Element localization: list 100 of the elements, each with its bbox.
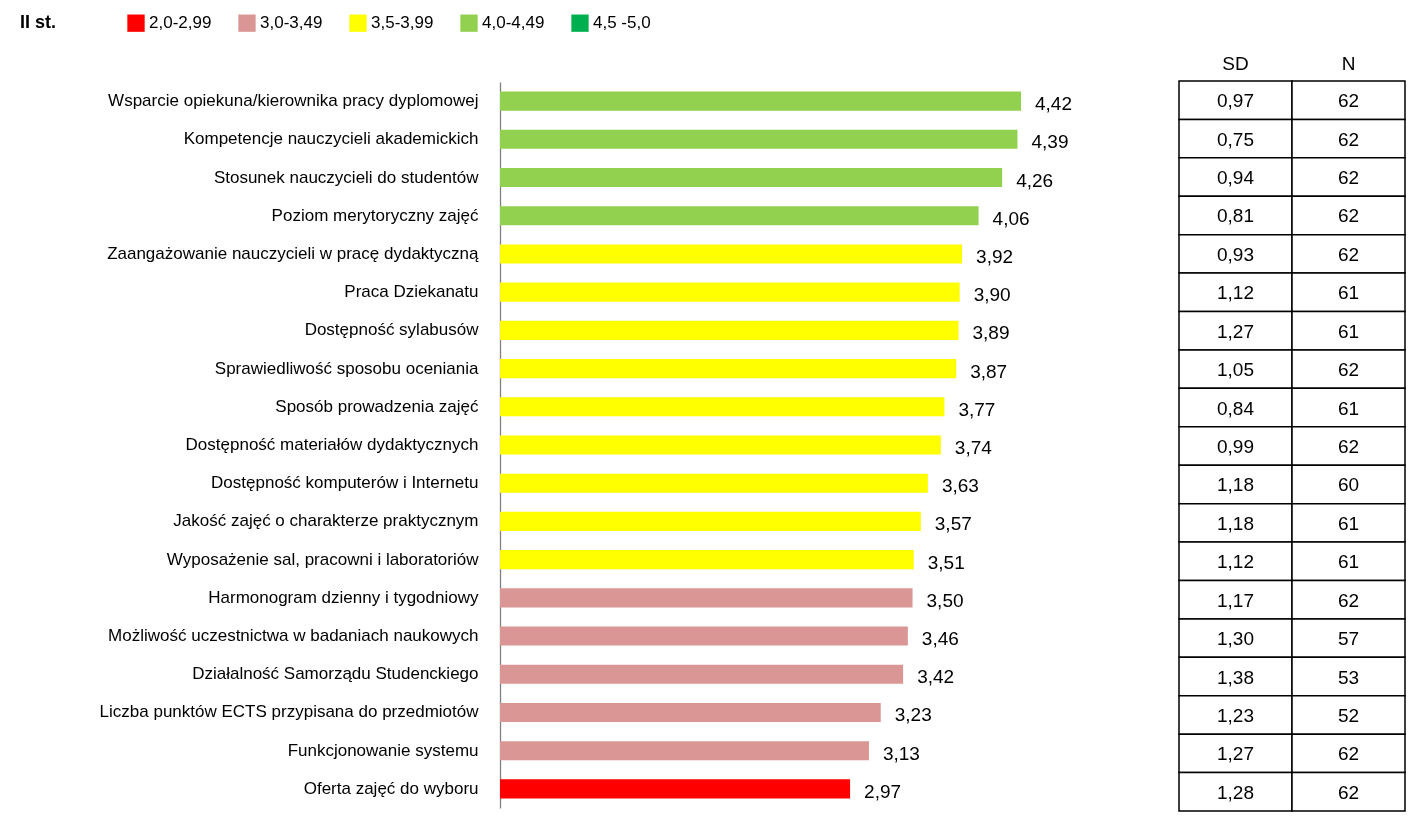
y-tick-label: Zaangażowanie nauczycieli w pracę dydaktyczną: [107, 243, 480, 263]
data-label: 0,99: [1217, 436, 1254, 457]
data-label: 4,42: [1035, 93, 1072, 115]
data-label: 0,81: [1217, 205, 1254, 227]
data-label: 1,12: [1217, 551, 1254, 573]
data-label: 1,23: [1217, 704, 1254, 726]
data-label: 3,77: [958, 398, 996, 420]
legend-label: 3,0-3,49: [260, 13, 323, 33]
data-label: 62: [1337, 205, 1360, 227]
legend-title: II st.: [20, 12, 57, 32]
data-label: 0,97: [1217, 90, 1254, 112]
y-tick-label: Harmonogram dzienny i tygodniowy: [208, 587, 479, 607]
bar: [500, 550, 914, 570]
y-tick-label: Dostępność sylabusów: [304, 320, 480, 340]
data-label: 1,18: [1217, 512, 1254, 534]
x-tick-label: N: [1341, 52, 1356, 74]
data-label: 3,23: [894, 704, 932, 726]
legend-label: 4,5 -5,0: [593, 13, 651, 33]
data-label: 61: [1337, 512, 1360, 534]
data-label: 60: [1337, 474, 1360, 496]
data-label: 62: [1337, 743, 1360, 765]
bar: [500, 282, 960, 302]
data-label: 1,12: [1217, 282, 1254, 304]
y-tick-label: Sprawiedliwość sposobu oceniania: [214, 358, 480, 378]
data-label: 2,97: [864, 780, 902, 802]
data-label: 3,87: [970, 360, 1008, 382]
legend-label: 3,5-3,99: [371, 13, 434, 33]
data-label: 61: [1337, 551, 1360, 573]
y-tick-label: Wsparcie opiekuna/kierownika pracy dyplomowej: [108, 91, 479, 111]
data-label: 57: [1337, 628, 1360, 650]
data-label: 3,57: [934, 513, 972, 535]
data-label: 1,05: [1217, 359, 1254, 381]
data-label: 1,27: [1217, 743, 1254, 765]
data-label: 0,94: [1217, 167, 1255, 189]
bar: [500, 397, 945, 417]
data-label: 4,26: [1016, 169, 1054, 191]
y-tick-label: Działalność Samorządu Studenckiego: [192, 664, 479, 684]
y-tick-label: Stosunek nauczycieli do studentów: [213, 167, 480, 187]
y-tick-label: Sposób prowadzenia zajęć: [275, 396, 479, 416]
y-tick-label: Jakość zajęć o charakterze praktycznym: [173, 511, 479, 531]
data-label: 3,63: [941, 475, 979, 497]
data-label: 53: [1337, 666, 1360, 688]
y-tick-label: Praca Dziekanatu: [344, 282, 479, 302]
bar: [500, 779, 851, 799]
data-label: 3,51: [927, 551, 965, 573]
bar: [500, 167, 1003, 188]
y-tick-label: Funkcjonowanie systemu: [287, 740, 479, 760]
data-label: 62: [1337, 359, 1360, 381]
data-label: 3,74: [954, 437, 993, 458]
bar: [500, 473, 928, 493]
data-label: 4,06: [992, 207, 1030, 229]
y-tick-label: Wyposażenie sal, pracowni i laboratoriów: [166, 549, 480, 569]
bar: [500, 664, 904, 684]
data-label: 1,28: [1217, 781, 1254, 803]
y-tick-label: Dostępność materiałów dydaktycznych: [185, 435, 479, 454]
bar: [500, 511, 921, 531]
data-label: 0,75: [1217, 128, 1254, 150]
data-label: 0,84: [1217, 397, 1255, 419]
bar: [500, 129, 1018, 149]
y-tick-label: Kompetencje nauczycieli akademickich: [183, 129, 479, 149]
data-label: 3,13: [882, 742, 920, 764]
data-label: 62: [1337, 436, 1360, 457]
bar: [500, 359, 957, 379]
bar: [500, 206, 979, 226]
data-label: 1,38: [1217, 666, 1254, 688]
data-label: 0,93: [1217, 243, 1254, 265]
y-tick-label: Liczba punktów ECTS przypisana do przedmiotów: [99, 702, 480, 722]
bar: [500, 702, 881, 723]
bar: [500, 91, 1021, 111]
data-label: 1,27: [1217, 320, 1254, 342]
data-label: 3,46: [921, 628, 959, 650]
data-label: 4,39: [1031, 131, 1069, 153]
data-label: 61: [1337, 397, 1360, 419]
data-label: 1,17: [1217, 589, 1254, 611]
y-tick-label: Poziom merytoryczny zajęć: [271, 205, 479, 225]
data-label: 62: [1337, 781, 1360, 803]
bar: [500, 244, 963, 264]
legend-label: 4,0-4,49: [482, 13, 545, 33]
y-tick-label: Oferta zajęć do wyboru: [303, 778, 479, 798]
data-label: 3,90: [973, 284, 1011, 306]
data-label: 62: [1337, 589, 1360, 611]
legend-label: 2,0-2,99: [149, 13, 212, 33]
data-label: 52: [1337, 704, 1360, 726]
data-label: 62: [1337, 128, 1360, 150]
data-label: 3,50: [926, 589, 964, 611]
data-label: 62: [1337, 167, 1360, 189]
y-tick-label: Dostępność komputerów i Internetu: [211, 473, 479, 493]
data-label: 62: [1337, 90, 1360, 112]
data-label: 62: [1337, 243, 1360, 265]
data-label: 1,18: [1217, 474, 1254, 496]
x-tick-label: SD: [1222, 52, 1249, 74]
data-label: 3,42: [917, 666, 955, 688]
bar: [500, 741, 869, 761]
data-label: 3,92: [976, 245, 1014, 267]
bar: [500, 435, 941, 455]
y-tick-label: Możliwość uczestnictwa w badaniach naukowych: [108, 626, 479, 646]
data-label: 61: [1337, 320, 1360, 342]
bar: [500, 320, 959, 340]
bar: [500, 626, 908, 646]
data-label: 3,89: [972, 322, 1010, 344]
